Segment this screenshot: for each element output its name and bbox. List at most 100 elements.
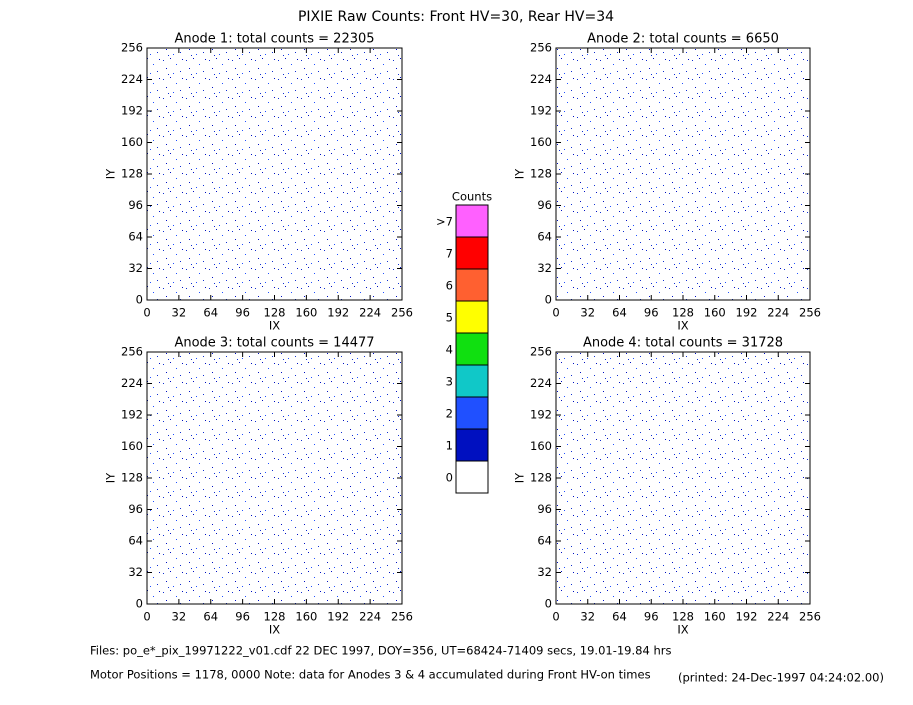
y-tick-label: 160 — [530, 135, 552, 149]
x-tick-label: 128 — [672, 306, 694, 320]
y-tick-label: 224 — [121, 376, 143, 390]
colorbar-title: Counts — [452, 190, 492, 204]
y-tick-label: 192 — [530, 104, 552, 118]
y-tick-label: 256 — [121, 345, 143, 359]
footer-files: Files: po_e*_pix_19971222_v01.cdf 22 DEC… — [90, 644, 671, 658]
y-tick-label: 32 — [128, 261, 143, 275]
y-tick-label: 0 — [545, 597, 552, 611]
y-tick-label: 64 — [128, 230, 143, 244]
x-tick-label: 128 — [264, 610, 286, 624]
y-tick-label: 160 — [121, 135, 143, 149]
footer-printed: (printed: 24-Dec-1997 04:24:02.00) — [678, 671, 884, 685]
x-tick-label: 192 — [736, 306, 758, 320]
y-tick-label: 128 — [121, 471, 143, 485]
colorbar-swatch — [455, 396, 489, 430]
y-tick-label: 192 — [121, 104, 143, 118]
x-tick-label: 0 — [143, 610, 150, 624]
x-tick-label: 224 — [767, 306, 789, 320]
x-tick-label: 192 — [327, 306, 349, 320]
plot-area — [555, 47, 811, 301]
x-tick-label: 128 — [264, 306, 286, 320]
x-tick-label: 256 — [799, 306, 821, 320]
y-tick-label: 256 — [530, 41, 552, 55]
colorbar-swatch — [455, 364, 489, 398]
x-axis-label: IX — [269, 319, 280, 333]
x-tick-label: 160 — [704, 610, 726, 624]
x-tick-label: 0 — [552, 306, 559, 320]
y-tick-label: 128 — [530, 167, 552, 181]
x-tick-label: 64 — [612, 306, 627, 320]
y-tick-label: 32 — [128, 565, 143, 579]
x-tick-label: 64 — [203, 306, 218, 320]
y-axis-label: IY — [104, 472, 118, 483]
y-tick-label: 0 — [136, 293, 143, 307]
x-tick-label: 32 — [580, 610, 595, 624]
x-tick-label: 0 — [143, 306, 150, 320]
colorbar-swatch — [455, 460, 489, 494]
x-tick-label: 96 — [235, 610, 250, 624]
colorbar-swatch — [455, 204, 489, 238]
colorbar-label: 3 — [446, 375, 453, 389]
x-tick-label: 96 — [644, 610, 659, 624]
y-tick-label: 32 — [537, 261, 552, 275]
y-tick-label: 0 — [136, 597, 143, 611]
x-tick-label: 160 — [295, 306, 317, 320]
colorbar-label: 5 — [446, 311, 453, 325]
y-tick-label: 160 — [530, 439, 552, 453]
x-tick-label: 224 — [359, 610, 381, 624]
colorbar-swatch — [455, 332, 489, 366]
y-tick-label: 64 — [537, 230, 552, 244]
panel-title: Anode 4: total counts = 31728 — [583, 336, 783, 351]
x-tick-label: 64 — [612, 610, 627, 624]
x-tick-label: 224 — [767, 610, 789, 624]
y-tick-label: 256 — [530, 345, 552, 359]
footer-motor: Motor Positions = 1178, 0000 Note: data … — [90, 668, 651, 682]
y-tick-label: 192 — [530, 408, 552, 422]
y-tick-label: 224 — [530, 72, 552, 86]
panel-title: Anode 2: total counts = 6650 — [587, 32, 779, 47]
x-tick-label: 32 — [172, 306, 187, 320]
colorbar-label: 2 — [446, 407, 453, 421]
x-tick-label: 160 — [295, 610, 317, 624]
y-tick-label: 96 — [537, 502, 552, 516]
colorbar-label: 7 — [446, 247, 453, 261]
y-tick-label: 0 — [545, 293, 552, 307]
x-tick-label: 32 — [172, 610, 187, 624]
x-axis-label: IX — [677, 319, 688, 333]
x-axis-label: IX — [269, 623, 280, 637]
colorbar-label: 1 — [446, 439, 453, 453]
x-tick-label: 0 — [552, 610, 559, 624]
panel-title: Anode 3: total counts = 14477 — [174, 336, 374, 351]
y-tick-label: 128 — [530, 471, 552, 485]
x-tick-label: 32 — [580, 306, 595, 320]
x-tick-label: 256 — [391, 610, 413, 624]
x-tick-label: 160 — [704, 306, 726, 320]
x-tick-label: 192 — [736, 610, 758, 624]
y-tick-label: 224 — [121, 72, 143, 86]
y-tick-label: 256 — [121, 41, 143, 55]
colorbar-label: 0 — [446, 471, 453, 485]
x-tick-label: 256 — [799, 610, 821, 624]
y-tick-label: 128 — [121, 167, 143, 181]
colorbar-swatch — [455, 236, 489, 270]
colorbar-label: >7 — [436, 215, 453, 229]
y-tick-label: 96 — [128, 198, 143, 212]
y-tick-label: 192 — [121, 408, 143, 422]
y-tick-label: 96 — [128, 502, 143, 516]
x-tick-label: 192 — [327, 610, 349, 624]
panel-title: Anode 1: total counts = 22305 — [174, 32, 374, 47]
y-tick-label: 64 — [537, 534, 552, 548]
y-axis-label: IY — [513, 168, 527, 179]
x-tick-label: 224 — [359, 306, 381, 320]
x-tick-label: 128 — [672, 610, 694, 624]
plot-area — [146, 47, 403, 301]
y-tick-label: 32 — [537, 565, 552, 579]
x-axis-label: IX — [677, 623, 688, 637]
colorbar-label: 6 — [446, 279, 453, 293]
colorbar-swatch — [455, 300, 489, 334]
y-axis-label: IY — [513, 472, 527, 483]
x-tick-label: 96 — [644, 306, 659, 320]
y-axis-label: IY — [104, 168, 118, 179]
x-tick-label: 64 — [203, 610, 218, 624]
